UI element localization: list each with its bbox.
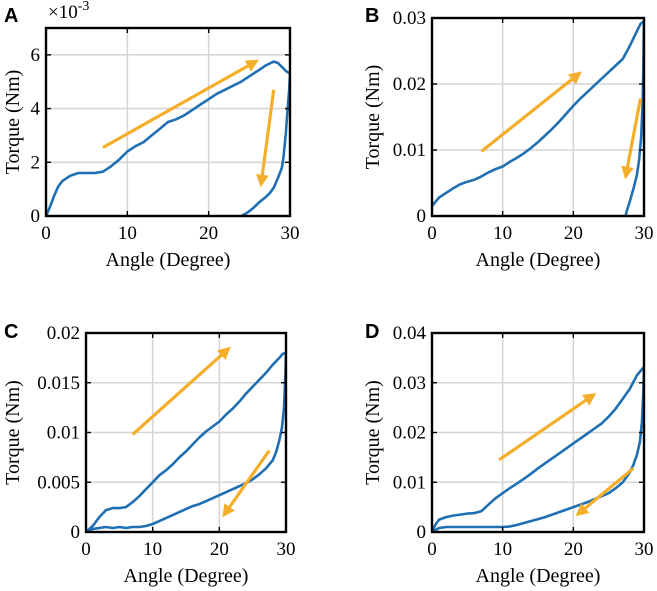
direction-arrow bbox=[621, 98, 643, 180]
x-tick-label: 10 bbox=[118, 223, 137, 244]
y-tick-label: 0 bbox=[71, 522, 81, 543]
plot-area bbox=[432, 18, 644, 216]
series-loading-line bbox=[46, 60, 290, 216]
y-tick-label: 0.01 bbox=[393, 472, 426, 493]
y-tick-label: 0.02 bbox=[47, 323, 80, 344]
series-loading-line bbox=[432, 365, 644, 532]
y-tick-label: 0.03 bbox=[393, 373, 426, 394]
panel-letter: B bbox=[365, 5, 379, 27]
series-unloading-line bbox=[86, 351, 286, 532]
x-tick-label: 30 bbox=[635, 539, 654, 560]
y-tick-label: 6 bbox=[31, 45, 41, 66]
y-tick-label: 0.005 bbox=[37, 472, 80, 493]
panel-letter: D bbox=[365, 321, 379, 343]
y-tick-label: 0.01 bbox=[393, 140, 426, 161]
x-tick-label: 10 bbox=[143, 539, 162, 560]
panel-letter: A bbox=[4, 5, 18, 27]
y-axis-label: Torque (Nm) bbox=[362, 380, 384, 485]
y-axis-label: Torque (Nm) bbox=[362, 65, 384, 170]
panel-letter: C bbox=[4, 321, 18, 343]
panel-b: 0 10 20 30 0 0.01 0.02 0.03 Angle (Degree) Torque… bbox=[362, 5, 654, 271]
x-tick-label: 20 bbox=[564, 539, 583, 560]
x-tick-label: 30 bbox=[281, 223, 300, 244]
y-tick-label: 0.015 bbox=[37, 373, 80, 394]
x-tick-label: 30 bbox=[277, 539, 296, 560]
x-axis-label: Angle (Degree) bbox=[476, 565, 601, 587]
series-loading-line bbox=[86, 351, 286, 532]
x-tick-label: 10 bbox=[493, 539, 512, 560]
panel-c: 0 10 20 30 0 0.005 0.01 0.015 0.02 Angle (Degree)… bbox=[2, 321, 296, 587]
direction-arrow bbox=[256, 89, 276, 188]
axes-frame bbox=[430, 16, 646, 218]
y-axis-label: Torque (Nm) bbox=[2, 380, 24, 485]
direction-arrow bbox=[131, 346, 231, 436]
direction-arrow bbox=[102, 59, 259, 149]
panel-d: 0 10 20 30 0 0.01 0.02 0.03 0.04 Angle (Degree) To… bbox=[362, 321, 654, 587]
y-tick-label: 0 bbox=[31, 206, 41, 227]
axes-frame bbox=[44, 26, 292, 218]
exponent-label: ×10-3 bbox=[48, 0, 89, 23]
direction-arrow bbox=[222, 449, 271, 518]
x-tick-label: 0 bbox=[81, 539, 91, 560]
x-axis-label: Angle (Degree) bbox=[124, 565, 249, 587]
y-tick-label: 0.01 bbox=[47, 423, 80, 444]
y-tick-label: 0 bbox=[417, 206, 427, 227]
y-tick-label: 4 bbox=[31, 99, 41, 120]
x-tick-label: 0 bbox=[41, 223, 51, 244]
x-tick-label: 20 bbox=[199, 223, 218, 244]
x-tick-label: 20 bbox=[210, 539, 229, 560]
y-tick-label: 0.03 bbox=[393, 8, 426, 29]
exponent-base: ×10 bbox=[48, 2, 78, 23]
panel-a: 0 10 20 30 0 2 4 6 ×10-3 Angle (Degree) Torque (Nm… bbox=[2, 0, 300, 271]
series-loading-line bbox=[432, 19, 644, 208]
x-tick-label: 20 bbox=[564, 223, 583, 244]
series-unloading-line bbox=[239, 72, 290, 216]
x-tick-label: 10 bbox=[493, 223, 512, 244]
x-tick-label: 0 bbox=[427, 223, 437, 244]
series-group bbox=[86, 351, 286, 532]
y-axis-label: Torque (Nm) bbox=[2, 70, 24, 175]
x-axis-label: Angle (Degree) bbox=[476, 249, 601, 271]
y-tick-label: 2 bbox=[31, 152, 41, 173]
y-tick-label: 0.02 bbox=[393, 423, 426, 444]
y-tick-label: 0 bbox=[417, 522, 427, 543]
direction-arrow bbox=[498, 393, 597, 462]
x-tick-label: 0 bbox=[427, 539, 437, 560]
direction-arrow bbox=[480, 71, 582, 153]
x-axis-label: Angle (Degree) bbox=[106, 249, 231, 271]
exponent-power: -3 bbox=[78, 0, 90, 14]
y-tick-label: 0.04 bbox=[393, 323, 427, 344]
x-tick-label: 30 bbox=[635, 223, 654, 244]
direction-arrow bbox=[575, 467, 635, 517]
series-group bbox=[46, 60, 290, 216]
y-tick-label: 0.02 bbox=[393, 74, 426, 95]
